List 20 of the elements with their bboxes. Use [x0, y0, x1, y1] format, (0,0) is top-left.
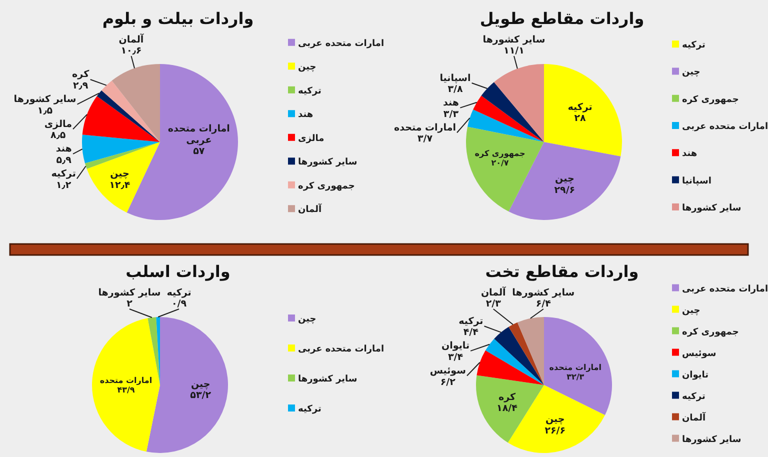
legend-label: تایوان [682, 370, 709, 380]
legend-label: اسپانیا [682, 176, 712, 186]
legend-label: ترکیه [298, 404, 322, 414]
legend-label: چین [682, 306, 700, 316]
legend-label: آلمان [298, 203, 322, 216]
legend-label: هند [298, 110, 314, 120]
title: واردات اسلب [126, 262, 230, 281]
legend-label: مالزی [298, 134, 324, 144]
legend-label: هند [682, 149, 698, 160]
legend-label: چین [682, 68, 700, 78]
legend-label: ترکیه [682, 392, 706, 402]
legend-label: ترکیه [682, 40, 706, 51]
legend-label: ترکیه [298, 86, 322, 96]
title: واردات بیلت و بلوم [102, 9, 254, 28]
title: واردات مقاطع تخت [485, 262, 639, 281]
legend-label: چین [298, 314, 316, 324]
legend-label: سوئیس [682, 348, 716, 359]
title: واردات مقاطع طویل [480, 9, 644, 28]
legend-label: چین [298, 62, 316, 73]
legend-label: آلمان [682, 411, 706, 424]
